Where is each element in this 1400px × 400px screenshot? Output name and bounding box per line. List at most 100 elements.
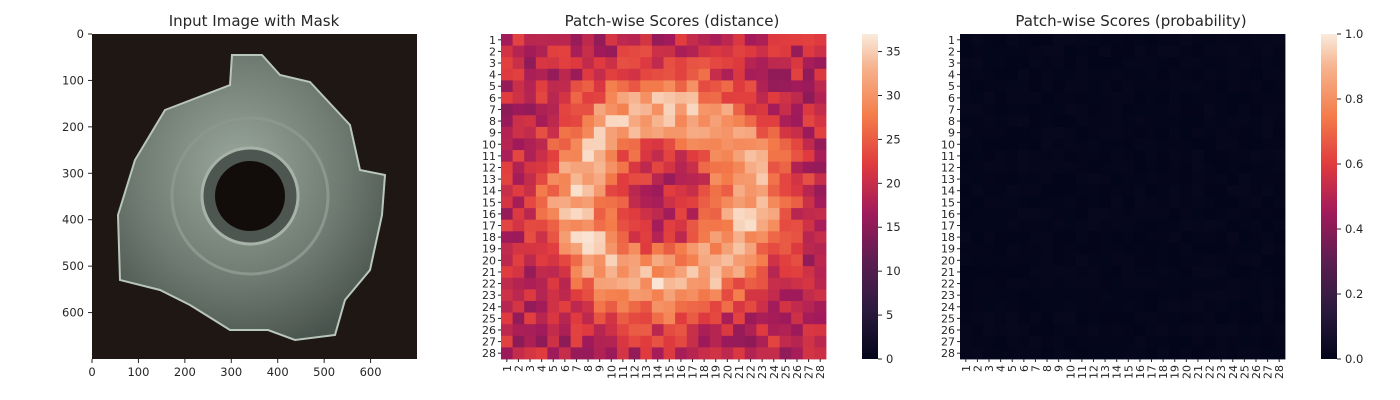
heatmap-cell <box>779 231 792 244</box>
heatmap-cell <box>756 335 769 348</box>
heatmap-cell <box>501 184 514 197</box>
heatmap-cell <box>802 126 815 139</box>
heatmap-cell <box>1110 324 1123 337</box>
heatmap-cell <box>983 254 996 267</box>
heatmap-cell <box>535 196 548 209</box>
heatmap-cell <box>960 254 973 267</box>
heatmap-cell <box>1203 196 1216 209</box>
heatmap-cell <box>779 266 792 279</box>
heatmap-cell <box>605 196 618 209</box>
heatmap-cell <box>1029 68 1042 81</box>
heatmap-cell <box>1134 68 1147 81</box>
heatmap-cell <box>1192 312 1205 325</box>
heatmap-cell <box>983 68 996 81</box>
heatmap-cell <box>1099 173 1112 186</box>
heatmap-cell <box>1157 161 1170 174</box>
heatmap-cell <box>1215 103 1228 116</box>
row-label: 6 <box>948 92 955 105</box>
heatmap-cell <box>721 242 734 255</box>
heatmap-cell <box>617 68 630 81</box>
heatmap-cell <box>1226 173 1239 186</box>
heatmap-cell <box>960 115 973 128</box>
heatmap-cell <box>960 150 973 163</box>
heatmap-cell <box>1226 254 1239 267</box>
heatmap-cell <box>559 208 572 221</box>
heatmap-cell <box>1273 57 1286 70</box>
heatmap-cell <box>1134 138 1147 151</box>
heatmap-cell <box>1273 68 1286 81</box>
heatmap-cell <box>1238 184 1251 197</box>
heatmap-cell <box>1192 138 1205 151</box>
heatmap-cell <box>1064 196 1077 209</box>
heatmap-cell <box>675 138 688 151</box>
heatmap-cell <box>1041 68 1054 81</box>
heatmap-cell <box>524 45 537 58</box>
heatmap-cell <box>547 208 560 221</box>
heatmap-cell <box>814 161 827 174</box>
heatmap-cell <box>1226 219 1239 232</box>
heatmap-cell <box>1064 57 1077 70</box>
heatmap-cell <box>744 68 757 81</box>
heatmap-cell <box>1029 57 1042 70</box>
heatmap-cell <box>779 34 792 47</box>
heatmap-cell <box>512 68 525 81</box>
heatmap-cell <box>524 173 537 186</box>
heatmap-cell <box>756 231 769 244</box>
heatmap-cell <box>1006 254 1019 267</box>
heatmap-cell <box>651 150 664 163</box>
heatmap-cell <box>1157 103 1170 116</box>
row-label: 22 <box>482 278 496 291</box>
heatmap-cell <box>1168 289 1181 302</box>
heatmap-cell <box>698 45 711 58</box>
colorbar-tick-label: 35 <box>886 45 901 59</box>
heatmap-cell <box>1168 80 1181 93</box>
heatmap-cell <box>1215 208 1228 221</box>
col-label: 21 <box>1192 365 1205 379</box>
heatmap-cell <box>1145 289 1158 302</box>
heatmap-cell <box>1099 115 1112 128</box>
heatmap-cell <box>709 138 722 151</box>
col-label: 23 <box>756 365 769 379</box>
heatmap-cell <box>1110 103 1123 116</box>
heatmap-cell <box>628 324 641 337</box>
heatmap-cell <box>1250 347 1263 360</box>
heatmap-cell <box>570 335 583 348</box>
heatmap-cell <box>1099 34 1112 47</box>
heatmap-cell <box>767 208 780 221</box>
heatmap-cell <box>1192 126 1205 139</box>
heatmap-cell <box>1226 289 1239 302</box>
row-label: 20 <box>482 254 496 267</box>
heatmap-cell <box>721 254 734 267</box>
heatmap-cell <box>651 138 664 151</box>
heatmap-cell <box>767 126 780 139</box>
heatmap-cell <box>1180 80 1193 93</box>
heatmap-cell <box>1273 34 1286 47</box>
heatmap-cell <box>1122 34 1135 47</box>
heatmap-cell <box>1180 335 1193 348</box>
heatmap-cell <box>1215 150 1228 163</box>
heatmap-cell <box>524 196 537 209</box>
heatmap-cell <box>1122 161 1135 174</box>
heatmap-cell <box>617 92 630 105</box>
heatmap-cell <box>791 254 804 267</box>
heatmap-cell <box>779 92 792 105</box>
heatmap-cell <box>1064 312 1077 325</box>
heatmap-cell <box>1203 161 1216 174</box>
col-label: 2 <box>971 365 984 372</box>
heatmap-cell <box>814 173 827 186</box>
heatmap-cell <box>501 126 514 139</box>
heatmap-cell <box>1041 184 1054 197</box>
heatmap-cell <box>814 45 827 58</box>
heatmap-cell <box>721 161 734 174</box>
heatmap-cell <box>1122 138 1135 151</box>
heatmap-cell <box>1087 219 1100 232</box>
heatmap-cell <box>1273 103 1286 116</box>
heatmap-cell <box>1261 300 1274 313</box>
heatmap-cell <box>709 68 722 81</box>
heatmap-cell <box>721 138 734 151</box>
heatmap-cell <box>1018 161 1031 174</box>
heatmap-cell <box>767 138 780 151</box>
heatmap-cell <box>744 45 757 58</box>
heatmap-cell <box>721 103 734 116</box>
heatmap-cell <box>617 312 630 325</box>
